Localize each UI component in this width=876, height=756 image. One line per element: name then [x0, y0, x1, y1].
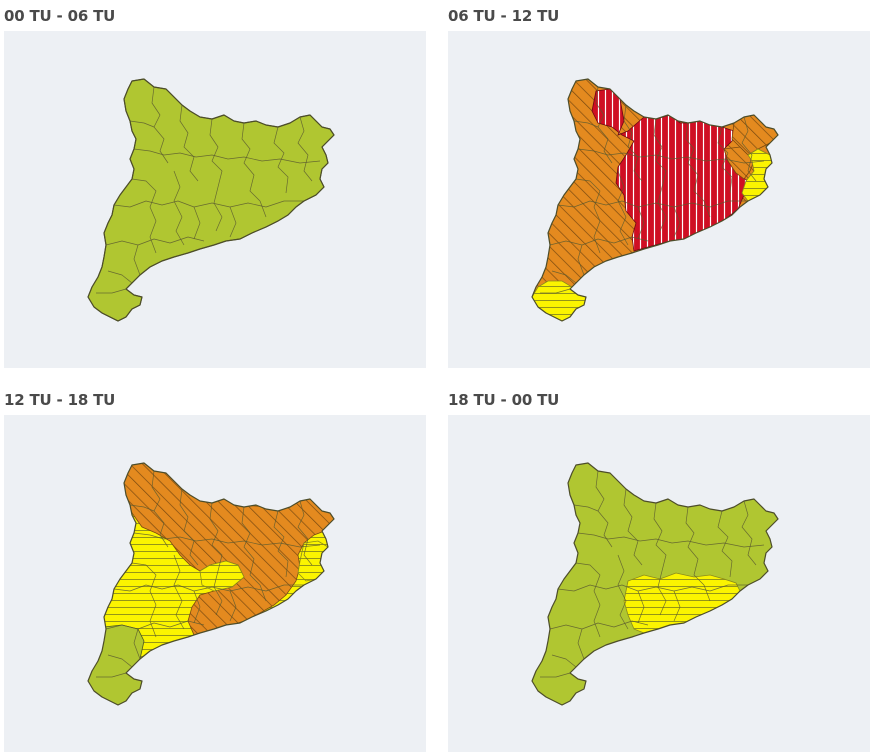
catalonia-map: [87, 78, 335, 322]
region-yellow-central: [199, 560, 245, 592]
map-panel-06-12: 06 TU - 12 TU: [448, 0, 870, 370]
map-canvas: [4, 31, 426, 368]
panel-title: 18 TU - 00 TU: [448, 391, 560, 409]
region-green-south: [88, 624, 145, 705]
panel-title: 00 TU - 06 TU: [4, 7, 116, 25]
map-panel-18-00: 18 TU - 00 TU: [448, 384, 870, 756]
catalonia-outline: [531, 78, 779, 322]
region-orange-east: [723, 146, 755, 180]
region-yellow-coast: [623, 572, 741, 634]
map-canvas: [448, 415, 870, 752]
catalonia-outline: [531, 462, 779, 706]
region-yellow-south: [532, 280, 587, 321]
region-green: [87, 78, 335, 322]
map-panel-12-18: 12 TU - 18 TU: [4, 384, 426, 756]
catalonia-map: [531, 78, 779, 322]
panel-title: 06 TU - 12 TU: [448, 7, 560, 25]
map-canvas: [4, 415, 426, 752]
catalonia-map: [531, 462, 779, 706]
map-canvas: [448, 31, 870, 368]
panel-title: 12 TU - 18 TU: [4, 391, 116, 409]
catalonia-outline: [87, 462, 335, 706]
catalonia-outline: [87, 78, 335, 322]
catalonia-map: [87, 462, 335, 706]
map-panel-00-06: 00 TU - 06 TU: [4, 0, 426, 370]
